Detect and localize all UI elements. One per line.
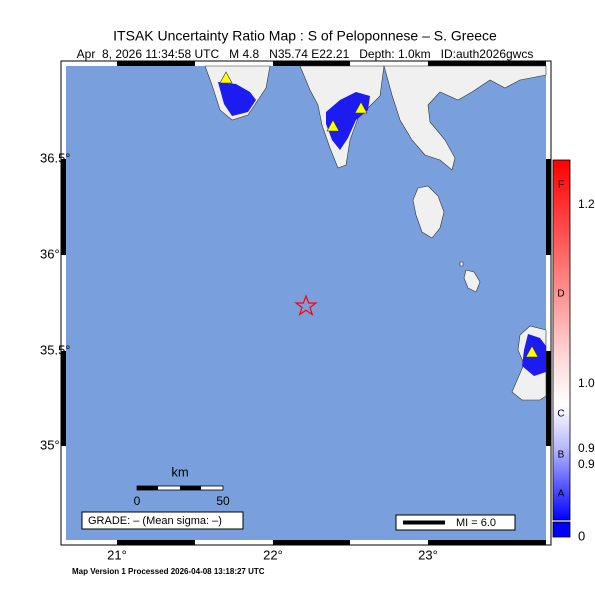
ocean [66, 66, 546, 540]
colorbar-label: 0.9 [578, 441, 595, 455]
colorbar-label: 0.9 [578, 457, 595, 471]
lon-label: 23° [418, 547, 438, 562]
legend-box [395, 514, 516, 531]
epicenter [294, 294, 318, 316]
lon-label: 21° [107, 547, 127, 562]
legend-label: MI = 6.0 [456, 517, 496, 529]
lat-label: 36.5° [40, 150, 71, 165]
colorbar-label: 0 [578, 528, 585, 543]
colorbar-label: 1.2 [578, 197, 595, 211]
grade-letter: A [558, 489, 565, 500]
scale-bar [136, 485, 224, 491]
colorbar-floor [552, 521, 571, 538]
lat-label: 36° [40, 246, 60, 261]
lat-label: 35° [40, 437, 60, 452]
footer: Map Version 1 Processed 2026-04-08 13:18… [72, 567, 265, 576]
colorbar-label: 1.0 [578, 376, 595, 390]
grade: GRADE: – (Mean sigma: –) [88, 515, 222, 527]
grade-letter: C [557, 409, 564, 420]
station [219, 71, 539, 358]
grade-letter: F [558, 180, 564, 191]
title: ITSAK Uncertainty Ratio Map : S of Pelop… [113, 28, 497, 44]
grade-box [81, 511, 244, 530]
subtitle: Apr 8, 2026 11:34:58 UTC M 4.8 N35.74 E2… [77, 47, 534, 61]
frame-ticks [61, 61, 551, 545]
scale-label: 0 [134, 494, 141, 508]
grade-letter: B [558, 450, 565, 461]
scale-label: 50 [216, 494, 230, 508]
lon-label: 22° [263, 547, 283, 562]
grade-letter: D [557, 289, 564, 300]
lat-label: 35.5° [40, 342, 71, 357]
scale-unit: km [171, 464, 188, 479]
colorbar [552, 159, 571, 521]
